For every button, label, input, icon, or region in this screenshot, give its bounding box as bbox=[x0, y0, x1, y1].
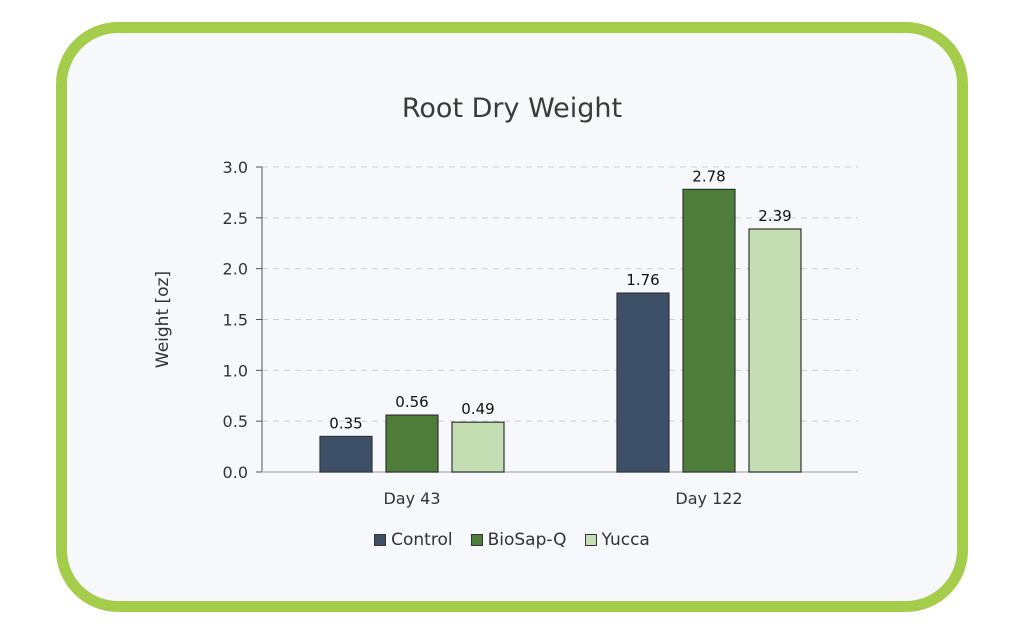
bar-value-label: 0.49 bbox=[461, 400, 494, 418]
y-tick-label: 3.0 bbox=[223, 158, 248, 177]
bar-value-label: 1.76 bbox=[626, 271, 659, 289]
y-tick-label: 0.5 bbox=[223, 412, 248, 431]
legend-label-control: Control bbox=[391, 530, 453, 550]
chart-card bbox=[56, 22, 968, 612]
x-category-label: Day 43 bbox=[383, 489, 440, 508]
y-tick-label: 1.0 bbox=[223, 361, 248, 380]
bar-value-label: 0.56 bbox=[395, 393, 428, 411]
bar bbox=[682, 188, 736, 473]
legend-item-yucca: Yucca bbox=[584, 530, 650, 550]
y-tick-label: 0.0 bbox=[223, 463, 248, 482]
legend-item-biosap-q: BioSap-Q bbox=[470, 530, 567, 550]
y-tick-label: 1.5 bbox=[223, 311, 248, 330]
x-category-label: Day 122 bbox=[675, 489, 742, 508]
bar bbox=[748, 228, 802, 473]
legend-swatch-biosap-q bbox=[470, 534, 483, 546]
legend-label-yucca: Yucca bbox=[601, 530, 650, 550]
bar bbox=[385, 414, 439, 473]
legend-swatch-yucca bbox=[584, 534, 597, 546]
bar bbox=[616, 292, 670, 473]
bar-value-label: 2.78 bbox=[692, 167, 725, 185]
bar-value-label: 2.39 bbox=[758, 207, 791, 225]
legend-swatch-control bbox=[374, 534, 387, 546]
chart-title: Root Dry Weight bbox=[401, 93, 623, 124]
chart-legend: Control BioSap-Q Yucca bbox=[0, 530, 1024, 550]
bar bbox=[451, 421, 505, 473]
bar-value-label: 0.35 bbox=[329, 414, 362, 432]
legend-label-biosap-q: BioSap-Q bbox=[487, 530, 567, 550]
y-tick-label: 2.5 bbox=[223, 209, 248, 228]
legend-item-control: Control bbox=[374, 530, 453, 550]
bar bbox=[319, 435, 373, 473]
y-axis-label: Weight [oz] bbox=[153, 271, 173, 368]
y-tick-label: 2.0 bbox=[223, 260, 248, 279]
